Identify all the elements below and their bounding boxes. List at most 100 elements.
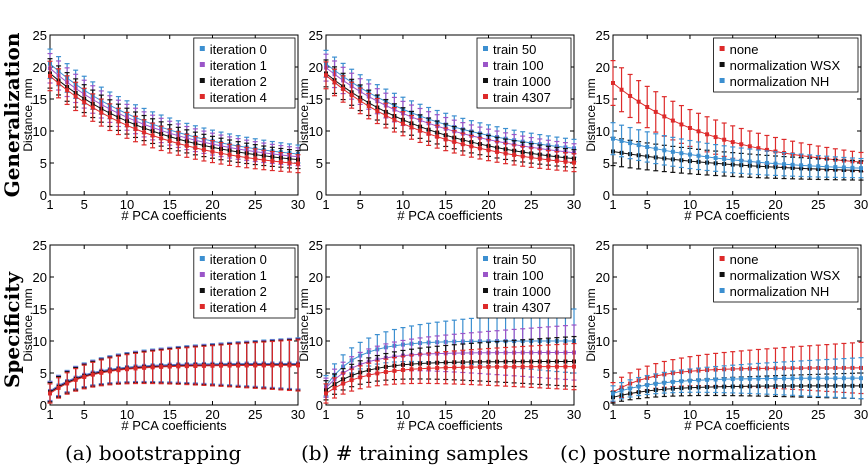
legend-label: iteration 0 — [210, 252, 267, 267]
legend-label: normalization NH — [730, 284, 830, 299]
x-tick-label: 5 — [357, 197, 364, 212]
series-line — [49, 73, 299, 161]
x-axis-label: # PCA coefficients — [121, 418, 227, 433]
x-tick-label: 30 — [854, 197, 868, 212]
legend-label: iteration 1 — [210, 58, 267, 73]
legend-marker — [483, 62, 488, 67]
x-tick-label: 5 — [644, 407, 651, 422]
y-tick-label: 25 — [596, 238, 610, 253]
y-tick-label: 25 — [309, 28, 323, 43]
x-tick-label: 25 — [248, 407, 262, 422]
legend-box — [713, 37, 859, 93]
legend-label: train 4307 — [493, 90, 551, 105]
x-tick-label: 30 — [291, 197, 305, 212]
x-tick-label: 1 — [46, 407, 53, 422]
legend-marker — [719, 288, 725, 293]
legend-marker — [199, 288, 205, 293]
x-tick-label: 30 — [854, 407, 868, 422]
series-line — [612, 377, 862, 394]
y-tick-label: 5 — [316, 156, 323, 171]
legend-marker — [719, 78, 725, 83]
series-normalization-wsx — [610, 136, 864, 181]
plot-frame — [49, 34, 299, 196]
x-tick-label: 25 — [811, 197, 825, 212]
series-iteration-4 — [47, 60, 301, 174]
y-tick-label: 10 — [596, 334, 610, 349]
x-tick-label: 1 — [322, 197, 329, 212]
series-line — [49, 75, 299, 165]
series-line — [325, 74, 575, 164]
x-tick-label: 25 — [524, 407, 538, 422]
caption-training-samples: (b) # training samples — [301, 441, 529, 465]
legend-marker — [483, 256, 488, 261]
caption-posture-normalization: (c) posture normalization — [560, 441, 817, 465]
y-tick-label: 0 — [603, 188, 610, 203]
x-tick-label: 1 — [322, 407, 329, 422]
series-line — [49, 364, 299, 393]
legend-marker — [719, 62, 725, 67]
legend-marker — [199, 78, 205, 83]
x-tick-label: 5 — [81, 407, 88, 422]
y-tick-label: 10 — [309, 334, 323, 349]
y-tick-label: 5 — [40, 156, 47, 171]
series-line — [612, 150, 862, 171]
y-tick-label: 10 — [596, 124, 610, 139]
x-tick-label: 10 — [120, 407, 134, 422]
legend-marker — [199, 272, 205, 277]
series-line — [49, 362, 299, 392]
series-line — [612, 385, 862, 398]
y-axis-label: Distance, mm — [21, 288, 35, 361]
y-tick-label: 20 — [596, 270, 610, 285]
x-tick-label: 20 — [768, 197, 782, 212]
x-axis-label: # PCA coefficients — [684, 418, 790, 433]
y-tick-label: 0 — [40, 398, 47, 413]
legend-marker — [199, 94, 205, 99]
legend-marker — [719, 256, 725, 261]
y-tick-label: 5 — [603, 156, 610, 171]
x-tick-label: 20 — [205, 197, 219, 212]
x-tick-label: 5 — [81, 197, 88, 212]
legend-label: train 1000 — [493, 74, 551, 89]
y-tick-label: 10 — [33, 334, 47, 349]
series-normalization-nh — [610, 357, 864, 402]
legend-label: iteration 2 — [210, 284, 267, 299]
legend-label: none — [730, 252, 759, 267]
legend-box — [476, 37, 572, 109]
legend-label: normalization WSX — [730, 58, 841, 73]
x-tick-label: 15 — [438, 407, 452, 422]
y-axis-label: Distance, mm — [297, 288, 311, 361]
x-tick-label: 25 — [248, 197, 262, 212]
x-tick-label: 1 — [609, 197, 616, 212]
x-tick-label: 10 — [683, 407, 697, 422]
series-iteration-2 — [47, 338, 301, 403]
legend-marker — [483, 94, 488, 99]
y-axis-label: Distance, mm — [584, 288, 598, 361]
row-label-generalization: Generalization — [0, 32, 24, 197]
series-line — [612, 138, 862, 169]
y-tick-label: 15 — [33, 302, 47, 317]
legend-label: train 100 — [493, 268, 544, 283]
legend-label: iteration 4 — [210, 90, 267, 105]
plot-frame — [612, 244, 862, 406]
legend-marker — [483, 46, 488, 51]
series-iteration-0 — [47, 337, 301, 402]
series-line — [49, 67, 299, 158]
series-line — [325, 340, 575, 387]
y-tick-label: 25 — [33, 238, 47, 253]
caption-bootstrapping: (a) bootstrapping — [65, 441, 241, 465]
legend-marker — [199, 46, 205, 51]
x-axis-label: # PCA coefficients — [397, 208, 503, 223]
series-line — [325, 73, 575, 160]
legend-label: normalization WSX — [730, 268, 841, 283]
x-tick-label: 20 — [768, 407, 782, 422]
x-axis-label: # PCA coefficients — [397, 418, 503, 433]
y-tick-label: 20 — [33, 60, 47, 75]
series-line — [612, 367, 862, 393]
series-line — [325, 366, 575, 394]
legend-marker — [199, 256, 205, 261]
